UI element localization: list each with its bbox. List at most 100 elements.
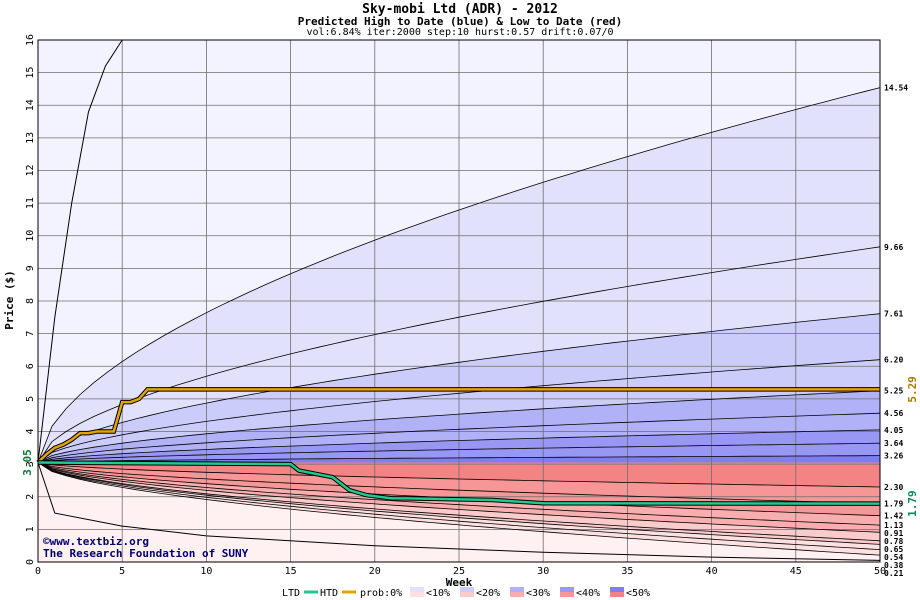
contour-lines bbox=[37, 39, 881, 561]
right-label-12: 1.13 bbox=[884, 521, 903, 530]
y-tick-label-1: 1 bbox=[25, 526, 36, 532]
legend-swatch-red-4 bbox=[610, 592, 624, 597]
legend: LTD HTD prob:0% <10% <20% <30% <40% <50% bbox=[282, 587, 650, 599]
contour-0 bbox=[37, 87, 881, 463]
contour-9 bbox=[37, 462, 881, 488]
right-label-4: 5.25 bbox=[884, 387, 903, 396]
right-label-7: 3.64 bbox=[884, 439, 903, 448]
legend-prob-label: prob:0% bbox=[360, 588, 402, 599]
watermark-line1: ©www.textbiz.org bbox=[43, 535, 149, 548]
legend-swatch-blue-3 bbox=[560, 587, 574, 592]
x-tick-label-4: 20 bbox=[369, 566, 381, 577]
y-tick-label-8: 8 bbox=[25, 298, 36, 304]
contour-15 bbox=[37, 462, 881, 545]
legend-swatch-red-2 bbox=[510, 592, 524, 597]
ltd-end-label: 1.79 bbox=[906, 490, 919, 517]
right-label-16: 0.54 bbox=[884, 553, 903, 562]
right-label-6: 4.05 bbox=[884, 426, 903, 435]
y-tick-label-2: 2 bbox=[25, 494, 36, 500]
chart-params: vol:6.84% iter:2000 step:10 hurst:0.57 d… bbox=[306, 27, 614, 38]
chart-subtitle: Predicted High to Date (blue) & Low to D… bbox=[297, 15, 623, 28]
legend-swatch-red-1 bbox=[460, 592, 474, 597]
x-tick-label-0: 0 bbox=[35, 566, 41, 577]
y-tick-label-15: 15 bbox=[25, 67, 36, 79]
legend-swatch-blue-1 bbox=[460, 587, 474, 592]
contour-13 bbox=[37, 462, 881, 533]
x-tick-label-3: 15 bbox=[285, 566, 297, 577]
contour-16 bbox=[37, 462, 881, 550]
htd-end-label: 5.29 bbox=[906, 376, 919, 403]
right-label-2: 7.61 bbox=[884, 310, 903, 319]
right-label-14: 0.78 bbox=[884, 537, 903, 546]
x-tick-label-10: 50 bbox=[874, 566, 886, 577]
legend-item-2: <30% bbox=[526, 588, 550, 599]
legend-item-0: <10% bbox=[426, 588, 450, 599]
contour-1 bbox=[37, 246, 881, 463]
legend-swatch-red-3 bbox=[560, 592, 574, 597]
x-tick-label-2: 10 bbox=[200, 566, 212, 577]
y-tick-label-7: 7 bbox=[25, 331, 36, 337]
legend-swatch-blue-0 bbox=[410, 587, 424, 592]
right-label-5: 4.56 bbox=[884, 409, 903, 418]
contour-12 bbox=[37, 462, 881, 526]
y-tick-label-6: 6 bbox=[25, 363, 36, 369]
right-label-11: 1.42 bbox=[884, 512, 903, 521]
x-tick-label-1: 5 bbox=[119, 566, 125, 577]
y-tick-label-5: 5 bbox=[25, 396, 36, 402]
legend-item-1: <20% bbox=[476, 588, 500, 599]
y-tick-label-12: 12 bbox=[25, 164, 36, 176]
x-tick-label-8: 40 bbox=[706, 566, 718, 577]
right-label-1: 9.66 bbox=[884, 243, 903, 252]
x-tick-label-5: 25 bbox=[453, 566, 465, 577]
contour-17 bbox=[37, 462, 881, 556]
y-tick-label-11: 11 bbox=[25, 197, 36, 209]
y-tick-label-16: 16 bbox=[25, 34, 36, 46]
contour-6 bbox=[37, 429, 881, 463]
axes: 0 5 10 15 20 25 30 35 40 45 5001234567891011121314… bbox=[21, 34, 919, 578]
y-tick-label-0: 0 bbox=[25, 559, 36, 565]
legend-htd-label: HTD bbox=[320, 588, 338, 599]
right-label-15: 0.65 bbox=[884, 545, 903, 554]
x-tick-label-7: 35 bbox=[621, 566, 633, 577]
y-tick-label-4: 4 bbox=[25, 428, 36, 434]
plot-frame bbox=[37, 39, 881, 563]
y-axis-label: Price ($) bbox=[3, 270, 16, 330]
right-label-18: 0.21 bbox=[884, 569, 903, 578]
min-curve bbox=[37, 462, 881, 561]
contour-4 bbox=[37, 390, 881, 463]
start-price-label: 3.05 bbox=[21, 449, 34, 476]
y-tick-label-9: 9 bbox=[25, 265, 36, 271]
contour-8 bbox=[37, 455, 881, 463]
y-tick-label-13: 13 bbox=[25, 132, 36, 144]
x-tick-label-9: 45 bbox=[790, 566, 802, 577]
legend-item-3: <40% bbox=[576, 588, 600, 599]
x-axis-label: Week bbox=[446, 576, 473, 589]
contour-10 bbox=[37, 462, 881, 504]
data-series bbox=[36, 387, 881, 506]
right-label-3: 6.20 bbox=[884, 356, 903, 365]
contour-3 bbox=[37, 359, 881, 463]
right-label-10: 1.79 bbox=[884, 500, 903, 509]
legend-ltd-label: LTD bbox=[282, 588, 300, 599]
y-tick-label-14: 14 bbox=[25, 99, 36, 111]
contour-2 bbox=[37, 313, 881, 463]
contour-14 bbox=[37, 462, 881, 542]
watermark-line2: The Research Foundation of SUNY bbox=[43, 547, 249, 560]
legend-swatch-red-0 bbox=[410, 592, 424, 597]
x-tick-label-6: 30 bbox=[537, 566, 549, 577]
right-label-13: 0.91 bbox=[884, 529, 903, 538]
legend-swatch-blue-4 bbox=[610, 587, 624, 592]
y-tick-label-10: 10 bbox=[25, 230, 36, 242]
legend-item-4: <50% bbox=[626, 588, 650, 599]
right-label-0: 14.54 bbox=[884, 84, 908, 93]
ltd-line bbox=[37, 461, 881, 505]
right-label-9: 2.30 bbox=[884, 483, 903, 492]
y-tick-label-3: 3 bbox=[25, 461, 36, 467]
chart-title: Sky-mobi Ltd (ADR) - 2012 bbox=[362, 2, 558, 17]
right-label-17: 0.38 bbox=[884, 561, 903, 570]
htd-line bbox=[37, 388, 880, 464]
legend-swatch-blue-2 bbox=[510, 587, 524, 592]
contour-7 bbox=[37, 442, 881, 463]
right-label-8: 3.26 bbox=[884, 452, 903, 461]
